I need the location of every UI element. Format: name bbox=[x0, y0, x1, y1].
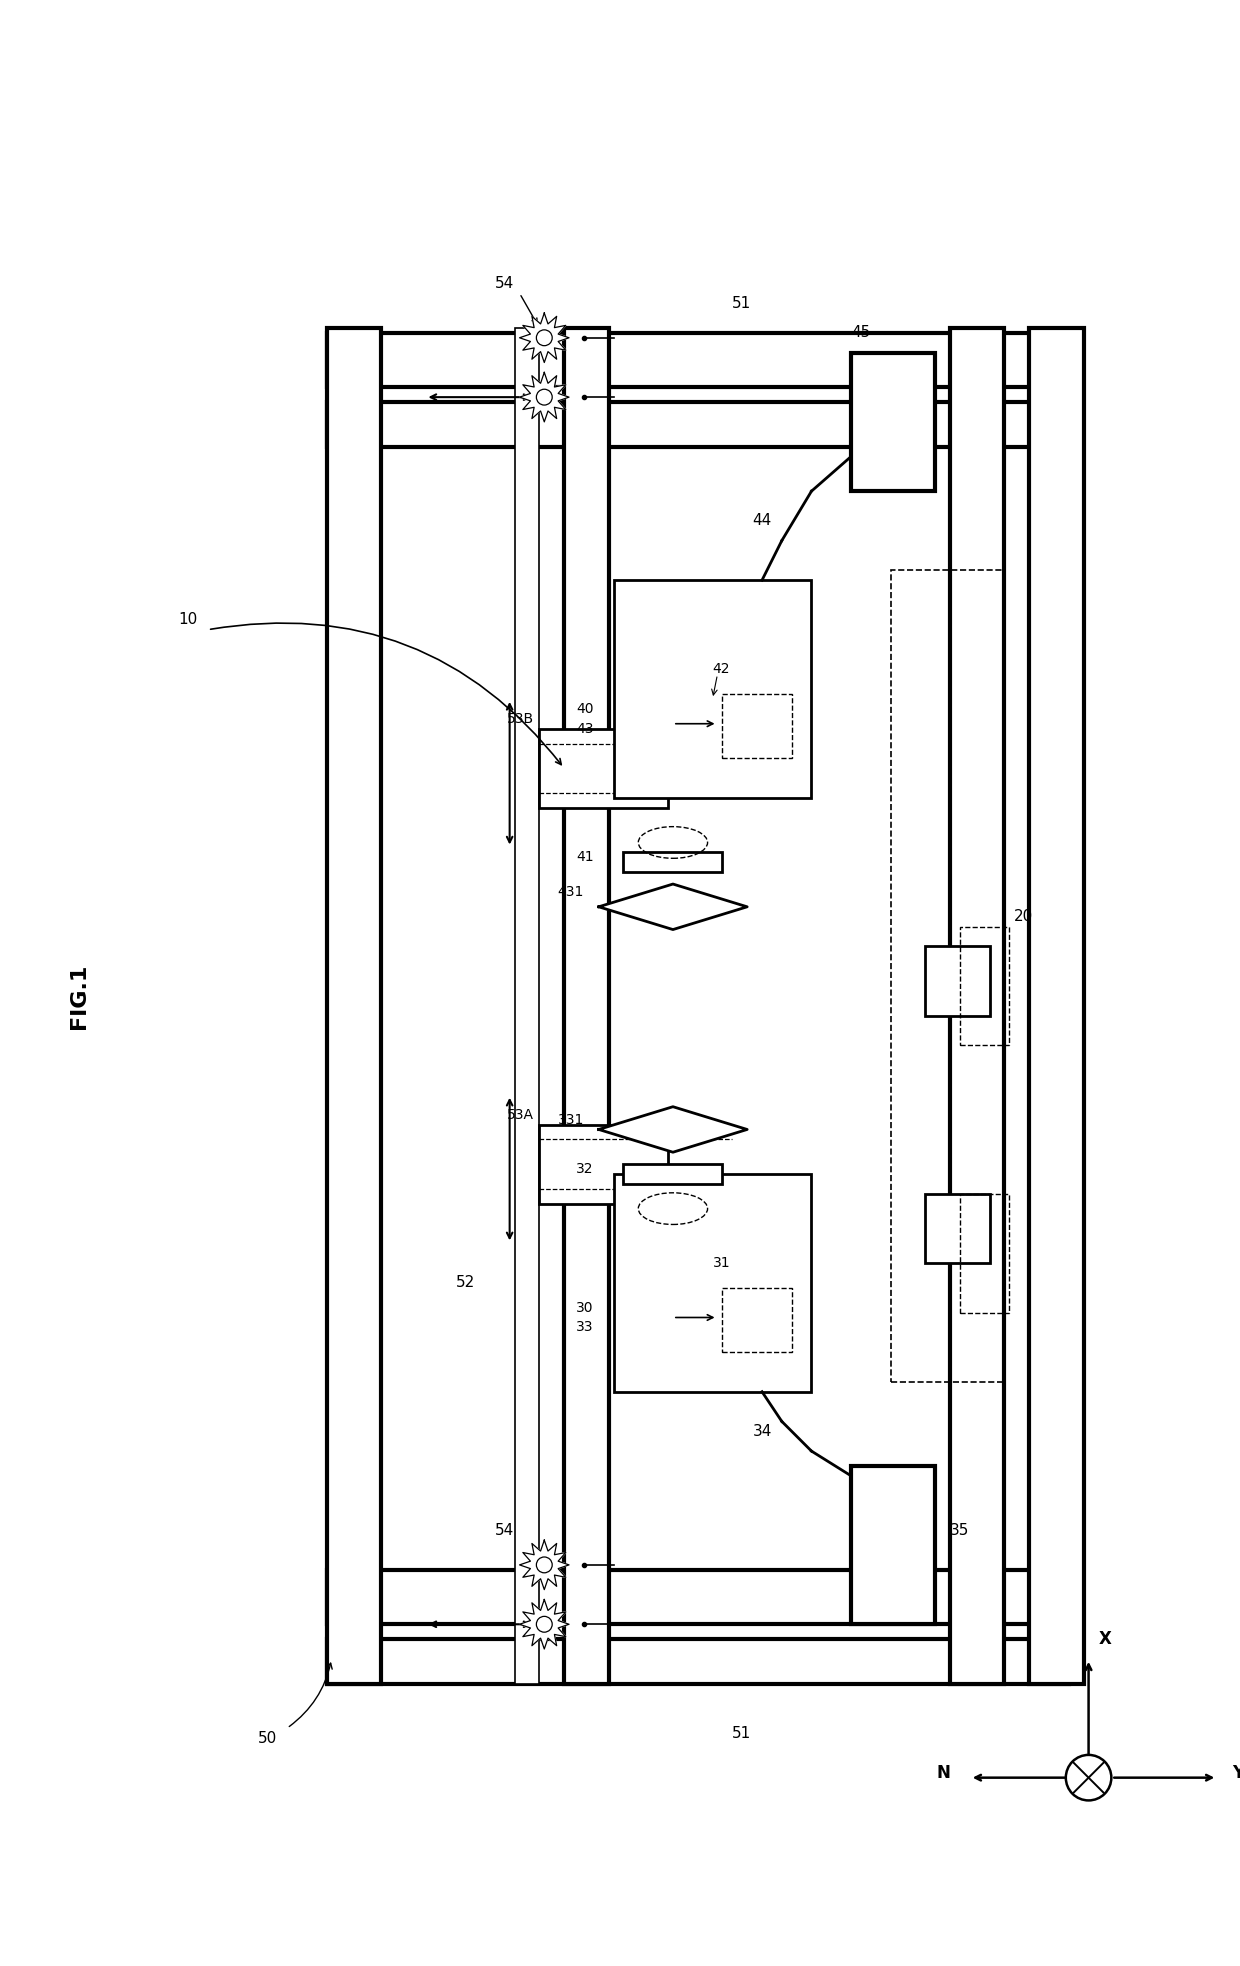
Text: 431: 431 bbox=[558, 885, 584, 898]
Text: 41: 41 bbox=[577, 851, 594, 865]
Bar bbox=[539, 729, 668, 808]
Polygon shape bbox=[520, 372, 569, 423]
Text: Y: Y bbox=[1233, 1764, 1240, 1781]
Text: 54: 54 bbox=[495, 1524, 515, 1537]
Text: 20: 20 bbox=[1014, 908, 1034, 924]
Text: 44: 44 bbox=[753, 513, 773, 529]
Bar bbox=[925, 1193, 990, 1262]
Bar bbox=[614, 1174, 811, 1392]
Text: 50: 50 bbox=[258, 1730, 277, 1746]
Circle shape bbox=[537, 1557, 552, 1573]
Polygon shape bbox=[599, 1107, 748, 1152]
Circle shape bbox=[537, 1616, 552, 1632]
Bar bbox=[950, 328, 1004, 1683]
Circle shape bbox=[537, 389, 552, 405]
Bar bbox=[851, 1467, 935, 1624]
Bar bbox=[614, 580, 811, 798]
Text: 54: 54 bbox=[495, 275, 515, 291]
Bar bbox=[624, 853, 723, 873]
Text: 32: 32 bbox=[577, 1162, 594, 1176]
Text: 35: 35 bbox=[950, 1524, 970, 1537]
Text: 331: 331 bbox=[558, 1113, 584, 1127]
Text: 33: 33 bbox=[577, 1321, 594, 1335]
Text: 53B: 53B bbox=[507, 712, 534, 725]
Bar bbox=[960, 926, 1009, 1046]
Polygon shape bbox=[520, 1539, 569, 1590]
Text: 43: 43 bbox=[577, 722, 594, 735]
Text: N: N bbox=[936, 1764, 950, 1781]
Polygon shape bbox=[520, 1600, 569, 1649]
Bar bbox=[890, 570, 1004, 1382]
Text: 10: 10 bbox=[179, 611, 198, 627]
Bar bbox=[326, 1569, 1069, 1624]
Text: 52: 52 bbox=[456, 1276, 475, 1290]
Bar bbox=[624, 1164, 723, 1184]
Bar bbox=[326, 328, 381, 1683]
Text: 53A: 53A bbox=[507, 1107, 534, 1123]
Bar bbox=[326, 332, 1069, 387]
Bar bbox=[723, 1288, 791, 1353]
Circle shape bbox=[1066, 1756, 1111, 1801]
Bar bbox=[326, 1640, 1069, 1683]
Text: FIG.1: FIG.1 bbox=[69, 963, 89, 1028]
Text: 30: 30 bbox=[577, 1301, 594, 1315]
Bar bbox=[925, 946, 990, 1016]
Text: 42: 42 bbox=[713, 663, 730, 676]
Bar bbox=[564, 328, 609, 1683]
Polygon shape bbox=[520, 313, 569, 362]
Text: 51: 51 bbox=[733, 1726, 751, 1740]
Text: X: X bbox=[1099, 1630, 1111, 1648]
Bar bbox=[539, 1125, 668, 1203]
Text: 34: 34 bbox=[753, 1423, 773, 1439]
Text: 51: 51 bbox=[733, 295, 751, 311]
Circle shape bbox=[537, 330, 552, 346]
Text: 45: 45 bbox=[851, 324, 870, 340]
Text: 40: 40 bbox=[577, 702, 594, 716]
Bar bbox=[515, 328, 539, 1683]
Text: 31: 31 bbox=[713, 1256, 730, 1270]
Bar bbox=[723, 694, 791, 759]
Bar bbox=[1029, 328, 1084, 1683]
Polygon shape bbox=[599, 885, 748, 930]
Bar bbox=[851, 352, 935, 492]
Bar bbox=[960, 1193, 1009, 1313]
Bar bbox=[326, 403, 1069, 446]
